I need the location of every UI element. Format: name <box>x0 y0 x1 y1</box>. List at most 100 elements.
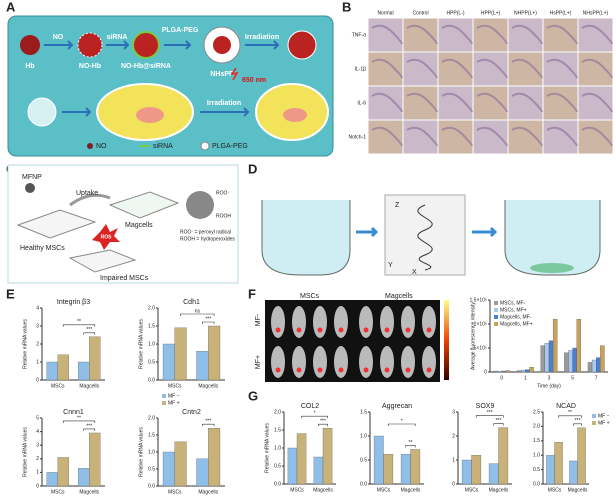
arrow <box>200 107 250 117</box>
bracket <box>318 423 328 427</box>
histology-image <box>508 18 543 52</box>
y-tick-label: 1.5 <box>360 409 367 415</box>
x-tick-label: MSCs <box>168 489 182 495</box>
bar <box>296 433 307 485</box>
row-label: IL-6 <box>357 100 366 106</box>
legend-label: MSCs, MF+ <box>500 307 527 313</box>
bar <box>400 454 411 485</box>
panel-letter: B <box>342 0 351 14</box>
y-tick-label: 3 <box>36 323 39 329</box>
bracket <box>493 423 504 426</box>
legend-label: siRNA <box>153 143 173 150</box>
histology-image <box>473 18 508 52</box>
legend-label: Magcells, MF+ <box>500 321 533 327</box>
y-tick-label: 1.0 <box>360 433 367 439</box>
bracket <box>301 415 328 419</box>
x-tick-label: MSCs <box>465 487 479 493</box>
bar <box>600 345 605 373</box>
histology-image <box>403 52 438 86</box>
stain <box>511 58 543 79</box>
row-label: IL-1β <box>355 66 367 72</box>
x-tick-label: Magcells <box>198 383 218 389</box>
histology-image <box>578 86 613 120</box>
label: Healthy MSCs <box>20 245 65 252</box>
y-tick-label: 2.0 <box>274 409 281 415</box>
stain <box>546 24 578 45</box>
legend-label: MF − <box>168 393 180 399</box>
stain <box>441 58 473 79</box>
signal <box>317 367 323 373</box>
histology-image <box>508 120 543 154</box>
significance: *** <box>205 316 211 322</box>
chart-title: Cntn2 <box>182 409 201 416</box>
bar <box>591 359 597 373</box>
histology-image <box>368 120 403 154</box>
stain <box>511 92 543 113</box>
bar <box>46 361 58 381</box>
mouse <box>313 306 327 338</box>
histology-grid: Normal Control HPP(L-) HPP(L+) NHPP(L+) HsPP(… <box>348 10 613 154</box>
label: Irradiation <box>245 34 279 41</box>
histology-image <box>438 86 473 120</box>
y-tick-label: 2.0 <box>148 305 155 311</box>
bar <box>521 369 526 373</box>
y-tick-label: 2 <box>36 456 39 462</box>
histology-image <box>508 86 543 120</box>
stain <box>511 126 543 147</box>
x-tick-label: 3 <box>548 375 551 381</box>
histology-image <box>403 120 438 154</box>
stain <box>371 24 403 45</box>
label: 650 nm <box>242 77 266 84</box>
legend-label: Magcells, MF- <box>500 314 532 320</box>
y-tick-label: 5 <box>36 415 39 421</box>
histology-image <box>543 18 578 52</box>
bracket <box>573 423 582 426</box>
significance: *** <box>320 419 326 425</box>
bar <box>383 454 394 485</box>
bar <box>540 345 546 373</box>
significance: *** <box>86 423 92 429</box>
bar <box>78 468 90 487</box>
bar <box>89 432 101 487</box>
cube <box>384 194 466 276</box>
column-header: Control <box>412 10 428 16</box>
bar <box>529 367 534 373</box>
y-tick-label: 2.5 <box>533 409 540 415</box>
column-header: NHsPP(L+) <box>583 10 609 16</box>
y-tick-label: 2 <box>452 433 455 439</box>
y-tick-label: 0 <box>484 369 487 375</box>
bar <box>569 460 578 485</box>
y-tick-label: 2.0 <box>533 424 540 430</box>
histology-image <box>368 18 403 52</box>
signal <box>363 367 369 373</box>
legend-swatch <box>592 414 596 418</box>
legend-label: PLGA-PEG <box>212 143 248 150</box>
panel-letter: A <box>6 0 16 14</box>
image-row: MF- <box>255 313 262 326</box>
stain <box>406 58 438 79</box>
bar <box>493 370 498 373</box>
axis-label: Y <box>388 262 393 269</box>
bar <box>322 428 333 485</box>
nucleus <box>283 108 307 122</box>
y-tick-label: 0.5 <box>148 359 155 365</box>
note: ROOH = hydroperoxides <box>180 236 235 242</box>
stain <box>371 58 403 79</box>
panel-letter: D <box>248 161 257 176</box>
bar <box>572 347 577 373</box>
bar <box>208 325 221 381</box>
label: NO <box>53 34 64 41</box>
chart-title: Cdh1 <box>183 299 200 306</box>
label: NO-Hb <box>79 63 101 70</box>
y-tick-label: 0.0 <box>533 481 540 487</box>
y-tick-label: 1 <box>36 359 39 365</box>
column-header: HsPP(L+) <box>550 10 572 16</box>
significance: *** <box>575 418 581 424</box>
mouse <box>359 306 373 338</box>
signal <box>426 367 432 373</box>
chart-title: Integrin β3 <box>57 299 90 306</box>
y-tick-label: 4 <box>36 305 39 311</box>
x-tick-label: Magcells <box>568 487 588 493</box>
bar <box>313 456 324 485</box>
bracket <box>202 423 215 427</box>
